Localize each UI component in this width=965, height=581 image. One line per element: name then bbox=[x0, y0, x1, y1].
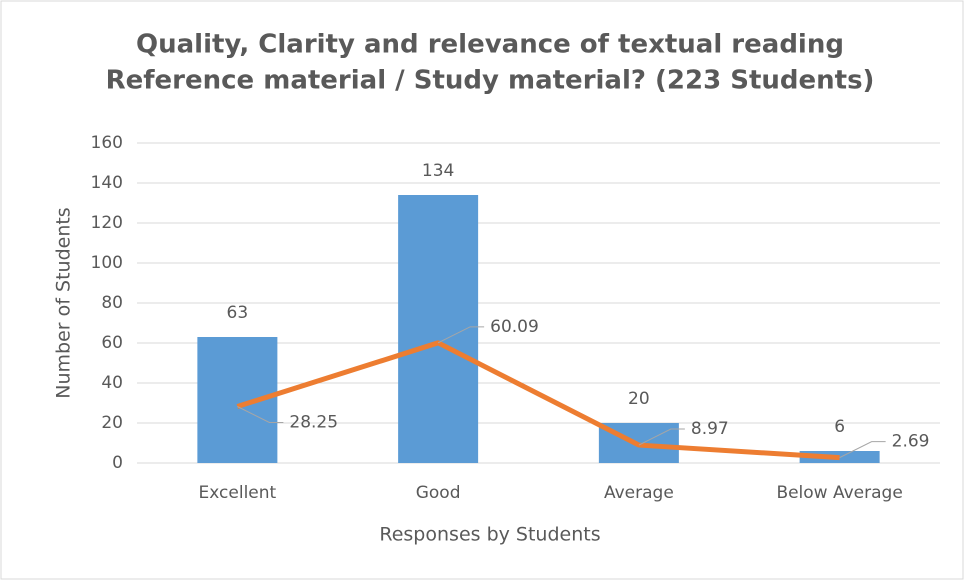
x-tick-label: Average bbox=[604, 483, 674, 503]
x-tick-label: Good bbox=[416, 483, 461, 503]
x-axis-title: Responses by Students bbox=[379, 524, 600, 546]
data-label: 60.09 bbox=[490, 317, 539, 337]
data-label: 63 bbox=[227, 303, 249, 323]
data-label: 134 bbox=[422, 161, 454, 181]
data-label: 20 bbox=[628, 389, 650, 409]
line bbox=[236, 340, 840, 461]
y-tick-label: 40 bbox=[101, 373, 123, 393]
y-tick-label: 140 bbox=[91, 173, 123, 193]
data-label: 8.97 bbox=[691, 419, 729, 439]
x-tick-label: Excellent bbox=[199, 483, 277, 503]
y-tick-label: 120 bbox=[91, 213, 123, 233]
y-tick-label: 80 bbox=[101, 293, 123, 313]
leader-line bbox=[638, 428, 685, 446]
y-tick-label: 0 bbox=[112, 453, 123, 473]
data-label: 2.69 bbox=[892, 432, 930, 452]
y-tick-label: 160 bbox=[91, 133, 123, 153]
leader-line bbox=[237, 406, 284, 423]
chart-title: Quality, Clarity and relevance of textua… bbox=[136, 30, 844, 60]
leader-line bbox=[839, 441, 886, 459]
y-axis-title: Number of Students bbox=[53, 207, 75, 398]
x-tick-label: Below Average bbox=[776, 483, 902, 503]
chart-title: Reference material / Study material? (22… bbox=[106, 66, 875, 96]
y-tick-label: 20 bbox=[101, 413, 123, 433]
data-label: 28.25 bbox=[289, 413, 338, 433]
data-label: 6 bbox=[834, 417, 845, 437]
leader-line bbox=[437, 326, 485, 344]
y-tick-label: 60 bbox=[101, 333, 123, 353]
y-tick-label: 100 bbox=[91, 253, 123, 273]
